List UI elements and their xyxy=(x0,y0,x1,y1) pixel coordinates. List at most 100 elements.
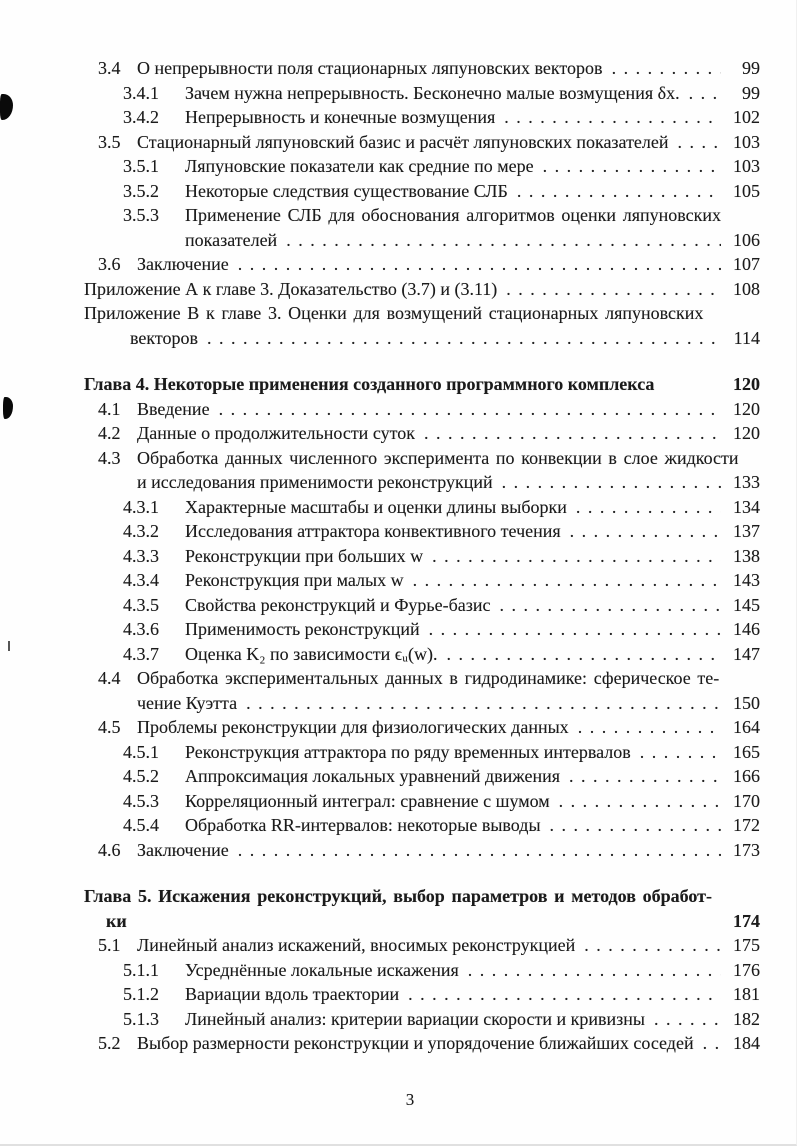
toc-entry-page-number: 176 xyxy=(733,959,760,980)
toc-entry-title: Оценка K₂ по зависимости ϵᵤ(w). xyxy=(185,643,438,664)
toc-entry-row: и исследования применимости реконструкци… xyxy=(84,470,760,495)
toc-entry-number: 4.3.4 xyxy=(123,570,159,590)
toc-entry-title: Обработка экспериментальных данных в гид… xyxy=(137,668,720,688)
toc-entry-title: Исследования аттрактора конвективного те… xyxy=(185,521,561,541)
toc-entry-row: 4.3.7 Оценка K₂ по зависимости ϵᵤ(w).....… xyxy=(84,642,760,667)
toc-entry-page-number: 145 xyxy=(733,594,760,615)
toc-entry-page-number: 164 xyxy=(733,717,760,737)
toc-entry-row: 3.4 О непрерывности поля стационарных ляп… xyxy=(84,56,760,81)
toc-entry-title: Ляпуновские показатели как средние по ме… xyxy=(185,156,534,176)
dot-leader: ........................................… xyxy=(412,570,721,590)
toc-entry-page-number: 146 xyxy=(733,619,760,639)
toc-entry-number: 5.2 xyxy=(98,1033,121,1053)
dot-leader: ........................................… xyxy=(577,717,721,737)
dot-leader: ........................................… xyxy=(501,472,721,492)
toc-entry-row: 4.4 Обработка экспериментальных данных в … xyxy=(84,666,760,691)
toc-entry-title: Приложение В к главе 3. Оценки для возму… xyxy=(84,303,704,323)
toc-entry-title: Аппроксимация локальных уравнений движен… xyxy=(185,766,561,786)
toc-entry-row: 4.2 Данные о продолжительности суток.....… xyxy=(84,421,760,446)
toc-entry-title: Свойства реконструкций и Фурье-базис xyxy=(185,594,491,615)
toc-entry-title: Стационарный ляпуновский базис и расчёт … xyxy=(137,131,669,152)
toc-entry-row: 4.5.1 Реконструкция аттрактора по ряду вр… xyxy=(84,740,760,765)
toc-entry-page-number: 165 xyxy=(733,741,760,762)
toc-entry-number: 3.4.2 xyxy=(123,107,159,127)
toc-entry-row: Приложение В к главе 3. Оценки для возму… xyxy=(84,301,760,326)
toc-entry-row: 3.6 Заключение...........................… xyxy=(84,252,760,277)
toc-entry-number: 5.1.3 xyxy=(123,1008,159,1029)
toc-entry-page-number: 108 xyxy=(733,278,760,299)
toc-entry-row: 4.5.3 Корреляционный интеграл: сравнение … xyxy=(84,789,760,814)
toc-entry-title: Выбор размерности реконструкции и упоряд… xyxy=(137,1033,694,1053)
toc-entry-page-number: 147 xyxy=(733,643,760,664)
toc-entry-title-continuation: векторов xyxy=(130,327,199,348)
toc-entry-page-number: 174 xyxy=(733,910,760,931)
toc-entry-page-number: 181 xyxy=(733,984,760,1004)
toc-entry-number: 4.2 xyxy=(98,423,121,443)
toc-entry-number: 4.3.3 xyxy=(123,545,159,566)
toc-entry-row: чение Куэтта............................… xyxy=(84,691,760,716)
toc-entry-title: Зачем нужна непрерывность. Бесконечно ма… xyxy=(185,82,680,103)
dot-leader: ........................................… xyxy=(428,619,721,639)
dot-leader: ........................................… xyxy=(506,278,721,299)
toc-entry-row: 4.3.3 Реконструкции при больших w........… xyxy=(84,544,760,569)
toc-entry-page-number: 133 xyxy=(733,472,760,492)
toc-entry-row: 5.1.2 Вариации вдоль траектории..........… xyxy=(84,982,760,1007)
toc-entry-number: 5.1 xyxy=(98,935,121,955)
toc-entry-number: 4.5.3 xyxy=(123,790,159,811)
dot-leader: ........................................… xyxy=(611,58,721,78)
toc-entry-row: 3.5 Стационарный ляпуновский базис и расч… xyxy=(84,130,760,155)
toc-entry-number: 3.5.2 xyxy=(123,180,159,201)
toc-entry-row: 3.5.2 Некоторые следствия существование С… xyxy=(84,179,760,204)
toc-entry-title: Введение xyxy=(137,398,210,419)
toc-entry-number: 4.6 xyxy=(98,839,121,860)
toc-entry-number: 4.3.6 xyxy=(123,619,159,639)
toc-entry-page-number: 173 xyxy=(733,839,760,860)
dot-leader: ........................................… xyxy=(446,643,721,664)
toc-entry-page-number: 105 xyxy=(733,180,760,201)
toc-entry-number: 3.5.3 xyxy=(123,205,159,225)
toc-entry-page-number: 120 xyxy=(733,374,760,394)
toc-entry-row: 3.4.2 Непрерывность и конечные возмущения… xyxy=(84,105,760,130)
toc-list: 3.4 О непрерывности поля стационарных ляп… xyxy=(84,56,760,1056)
toc-entry-row: показателей.............................… xyxy=(84,228,760,253)
dot-leader: ........................................… xyxy=(499,594,721,615)
toc-entry-title: Применение СЛБ для обоснования алгоритмо… xyxy=(185,205,722,225)
toc-entry-number: 4.3 xyxy=(98,447,121,468)
toc-entry-page-number: 150 xyxy=(733,692,760,713)
dot-leader: ........................................… xyxy=(677,131,721,152)
toc-entry-title: Данные о продолжительности суток xyxy=(137,423,415,443)
ink-blot-mark xyxy=(0,94,13,120)
toc-entry-row: 4.5.2 Аппроксимация локальных уравнений д… xyxy=(84,764,760,789)
dot-leader: ........................................… xyxy=(237,254,721,274)
toc-entry-page-number: 138 xyxy=(733,545,760,566)
toc-entry-title: Некоторые следствия существование СЛБ xyxy=(185,180,508,201)
dot-leader: ........................................… xyxy=(432,545,721,566)
toc-entry-title: Применимость реконструкций xyxy=(185,619,420,639)
toc-entry-page-number: 182 xyxy=(733,1008,760,1029)
toc-entry-page-number: 172 xyxy=(733,815,760,835)
toc-entry-title: Глава 5. Искажения реконструкций, выбор … xyxy=(84,886,713,906)
toc-entry-page-number: 99 xyxy=(742,58,760,78)
toc-entry-title: Заключение xyxy=(137,254,229,274)
toc-entry-title: Заключение xyxy=(137,839,229,860)
toc-entry-page-number: 120 xyxy=(733,398,760,419)
dot-leader: ........................................… xyxy=(575,496,721,517)
toc-entry-title: Непрерывность и конечные возмущения xyxy=(185,107,496,127)
toc-entry-row: 5.1.1 Усреднённые локальные искажения....… xyxy=(84,958,760,983)
toc-entry-title: Обработка RR-интервалов: некоторые вывод… xyxy=(185,815,541,835)
page-number-footer: 3 xyxy=(405,1090,415,1109)
toc-entry-title: Реконструкция аттрактора по ряду временн… xyxy=(185,741,631,762)
toc-entry-number: 4.3.1 xyxy=(123,496,159,517)
toc-entry-page-number: 175 xyxy=(733,935,760,955)
dot-leader: ........................................… xyxy=(504,107,721,127)
toc-entry-title: Обработка данных численного эксперимента… xyxy=(137,447,739,468)
toc-entry-number: 4.3.7 xyxy=(123,643,159,664)
dot-leader: ........................................… xyxy=(246,692,721,713)
toc-entry-page-number: 184 xyxy=(733,1033,760,1053)
toc-entry-page-number: 106 xyxy=(733,229,760,250)
toc-entry-title: Линейный анализ искажений, вносимых реко… xyxy=(137,935,576,955)
toc-entry-page-number: 170 xyxy=(733,790,760,811)
dot-leader: ........................................… xyxy=(688,82,721,103)
dot-leader: ........................................… xyxy=(237,839,721,860)
